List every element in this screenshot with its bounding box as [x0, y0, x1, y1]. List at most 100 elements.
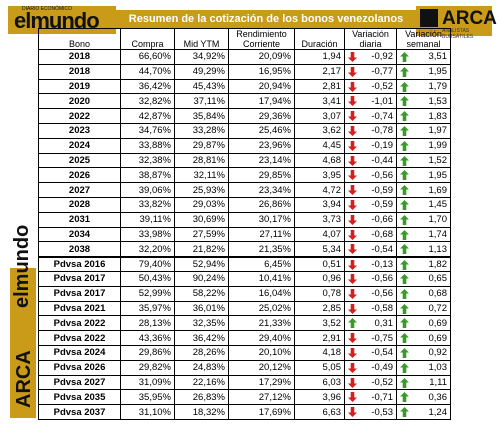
rendimiento-cell: 27,12%: [228, 389, 295, 406]
table-row: 2022 42,87% 35,84% 29,36% 3,07 -0,74 1,83: [38, 108, 451, 124]
duracion-cell: 3,73: [294, 211, 345, 228]
table-row: 2038 32,20% 21,82% 21,35% 5,34 -0,54 1,13: [38, 241, 451, 258]
table-row: 2031 39,11% 30,69% 30,17% 3,73 -0,66 1,70: [38, 211, 451, 228]
var-diaria-cell: -0,74: [344, 108, 397, 124]
arrow-up-icon: [400, 318, 409, 329]
variation-value: -0,13: [371, 258, 393, 270]
logo-subtitle: DIARIO ECONÓMICO: [22, 6, 73, 12]
variation-value: -0,56: [371, 288, 393, 300]
compra-cell: 31,10%: [120, 404, 175, 420]
arrow-down-icon: [348, 362, 357, 373]
var-semanal-cell: 1,79: [396, 78, 451, 95]
variation-value: 0,72: [428, 302, 448, 314]
var-semanal-cell: 1,95: [396, 63, 451, 80]
var-diaria-cell: -0,53: [344, 404, 397, 420]
rendimiento-cell: 17,29%: [228, 374, 295, 391]
var-semanal-cell: 1,97: [396, 122, 451, 139]
mid-ytm-cell: 28,81%: [174, 152, 229, 169]
variation-value: -0,66: [371, 214, 393, 226]
compra-cell: 33,88%: [120, 137, 175, 154]
duracion-cell: 3,95: [294, 167, 345, 184]
duracion-cell: 5,34: [294, 241, 345, 258]
bond-name-cell: 2024: [38, 137, 121, 154]
bond-name-cell: Pdvsa 2027: [38, 374, 121, 391]
bond-name-cell: Pdvsa 2022: [38, 330, 121, 346]
arrow-down-icon: [348, 96, 357, 107]
arrow-up-icon: [400, 377, 409, 388]
rendimiento-cell: 26,86%: [228, 196, 295, 213]
bond-name-cell: Pdvsa 2017: [38, 270, 121, 287]
var-semanal-cell: 1,45: [396, 196, 451, 213]
variation-value: 1,45: [428, 199, 448, 211]
var-diaria-cell: -0,52: [344, 374, 397, 391]
mid-ytm-cell: 52,94%: [174, 255, 229, 272]
table-row: Pdvsa 2035 35,95% 26,83% 27,12% 3,96 -0,71 0,3…: [38, 389, 451, 406]
table-row: 2034 33,98% 27,59% 27,11% 4,07 -0,68 1,74: [38, 226, 451, 243]
rendimiento-cell: 30,17%: [228, 211, 295, 228]
arrow-up-icon: [400, 333, 409, 344]
var-diaria-cell: -0,58: [344, 300, 397, 317]
table-row: 2025 32,38% 28,81% 23,14% 4,68 -0,44 1,52: [38, 152, 451, 169]
duracion-cell: 3,62: [294, 122, 345, 139]
arrow-up-icon: [400, 347, 409, 358]
table-row: Pdvsa 2022 28,13% 32,35% 21,33% 3,52 0,31 0,69: [38, 315, 451, 332]
arrow-up-icon: [400, 170, 409, 181]
table-row: Pdvsa 2021 35,97% 36,01% 25,02% 2,85 -0,58 0,7…: [38, 300, 451, 317]
duracion-cell: 2,91: [294, 330, 345, 346]
mid-ytm-cell: 33,28%: [174, 122, 229, 139]
mid-ytm-cell: 21,82%: [174, 241, 229, 258]
variation-value: 0,92: [428, 347, 448, 359]
bond-name-cell: 2019: [38, 78, 121, 95]
variation-value: -0,71: [371, 391, 393, 403]
rendimiento-cell: 17,69%: [228, 404, 295, 420]
mid-ytm-cell: 45,43%: [174, 78, 229, 95]
table-row: Pdvsa 2037 31,10% 18,32% 17,69% 6,63 -0,53 1,2…: [38, 404, 451, 420]
variation-value: 1,03: [428, 362, 448, 374]
arrow-down-icon: [348, 392, 357, 403]
mid-ytm-cell: 32,35%: [174, 315, 229, 332]
rendimiento-cell: 27,11%: [228, 226, 295, 243]
mid-ytm-cell: 26,83%: [174, 389, 229, 406]
rendimiento-cell: 6,45%: [228, 255, 295, 272]
variation-value: 0,36: [428, 391, 448, 403]
var-semanal-cell: 1,74: [396, 226, 451, 243]
table-row: Pdvsa 2017 52,99% 58,22% 16,04% 0,78 -0,56 0,6…: [38, 285, 451, 302]
duracion-cell: 6,63: [294, 404, 345, 420]
var-semanal-cell: 1,82: [396, 255, 451, 272]
var-diaria-cell: -0,78: [344, 122, 397, 139]
bond-name-cell: Pdvsa 2037: [38, 404, 121, 420]
rendimiento-cell: 29,85%: [228, 167, 295, 184]
arrow-down-icon: [348, 81, 357, 92]
col-var-semanal: Variación semanal: [396, 28, 451, 50]
arrow-up-icon: [400, 274, 409, 284]
bond-name-cell: Pdvsa 2022: [38, 315, 121, 332]
duracion-cell: 3,52: [294, 315, 345, 332]
arrow-up-icon: [400, 111, 409, 122]
mid-ytm-cell: 29,87%: [174, 137, 229, 154]
arrow-down-icon: [348, 229, 357, 240]
arrow-up-icon: [400, 200, 409, 210]
var-diaria-cell: -0,56: [344, 270, 397, 287]
variation-value: -0,77: [371, 66, 393, 78]
bond-name-cell: 2028: [38, 196, 121, 213]
bond-name-cell: 2022: [38, 108, 121, 124]
arrow-down-icon: [348, 140, 357, 151]
arrow-down-icon: [348, 407, 357, 418]
arrow-down-icon: [348, 347, 357, 358]
var-semanal-cell: 1,53: [396, 93, 451, 110]
variation-value: 1,69: [428, 184, 448, 196]
title-bar: Resumen de la cotización de los bonos ve…: [116, 10, 416, 28]
arrow-down-icon: [348, 274, 357, 284]
bond-name-cell: Pdvsa 2021: [38, 300, 121, 317]
side-elmundo-text: elmundo: [11, 225, 33, 308]
var-semanal-cell: 1,69: [396, 182, 451, 198]
compra-cell: 33,98%: [120, 226, 175, 243]
bond-summary-panel: DIARIO ECONÓMICO elmundo Resumen de la c…: [8, 6, 497, 430]
bond-name-cell: 2034: [38, 226, 121, 243]
arca-name: ARCA: [442, 8, 497, 29]
mid-ytm-cell: 36,01%: [174, 300, 229, 317]
rendimiento-cell: 10,41%: [228, 270, 295, 287]
compra-cell: 79,40%: [120, 255, 175, 272]
bond-name-cell: Pdvsa 2016: [38, 255, 121, 272]
arrow-up-icon: [400, 185, 409, 196]
